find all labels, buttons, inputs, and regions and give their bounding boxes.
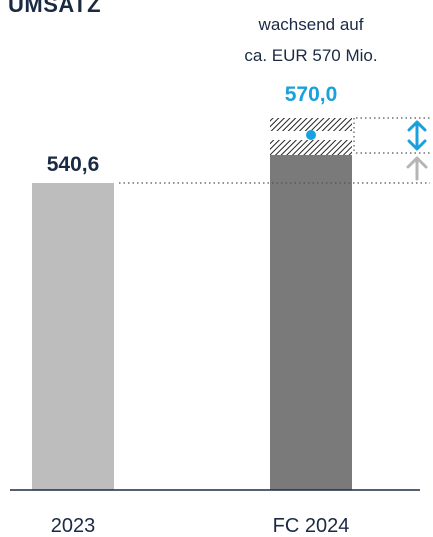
- chart-title: UMSATZ: [8, 0, 101, 17]
- x-tick-label-fc2024: FC 2024: [273, 515, 350, 537]
- forecast-range-upper-hatch: [270, 118, 352, 131]
- annotation-line-1: wachsend auf: [258, 15, 364, 34]
- forecast-point: [306, 130, 316, 140]
- value-label-fc-2024: 570,0: [285, 83, 338, 106]
- up-arrow-icon: [406, 156, 428, 181]
- bar-2023: [32, 183, 114, 490]
- bar-fc-2024: [270, 155, 352, 490]
- x-tick-label-2023: 2023: [51, 515, 96, 537]
- forecast-range-lower-hatch: [270, 140, 352, 155]
- double-arrow-icon: [407, 120, 427, 151]
- chart-marks: 540,6 570,0: [32, 83, 430, 490]
- value-label-2023: 540,6: [47, 153, 100, 176]
- annotation-line-2: ca. EUR 570 Mio.: [244, 46, 377, 65]
